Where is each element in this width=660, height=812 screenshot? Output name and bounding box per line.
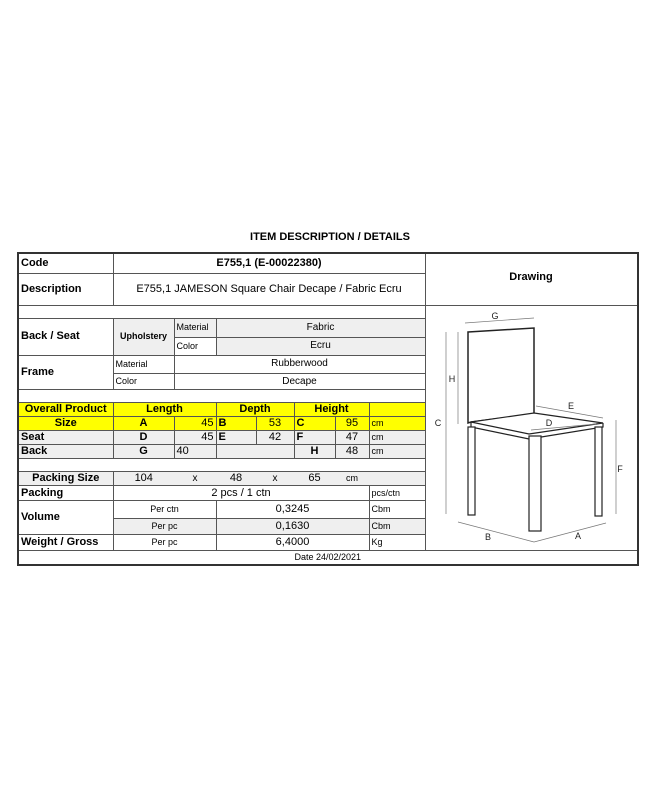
unit: Cbm <box>368 500 426 519</box>
times-sign: x <box>174 471 216 487</box>
dim-a: A <box>574 531 580 541</box>
length-header: Length <box>112 402 217 418</box>
volume-per-ctn: 0,3245 <box>215 500 370 519</box>
size-label: Size <box>17 416 114 432</box>
dim-key: H <box>293 444 336 460</box>
packing-value: 2 pcs / 1 ctn <box>112 485 370 502</box>
per-pc-label: Per pc <box>112 517 217 535</box>
dim-key: D <box>112 430 175 446</box>
upholstery-color: Ecru <box>215 336 426 356</box>
description-value: E755,1 JAMESON Square Chair Decape / Fab… <box>112 272 426 306</box>
seat-label: Seat <box>17 430 114 446</box>
packing-unit: pcs/ctn <box>368 485 426 502</box>
dim-e: E <box>567 401 573 411</box>
empty-cell <box>369 471 426 487</box>
code-value: E755,1 (E-00022380) <box>112 252 426 274</box>
date: Date 24/02/2021 <box>17 549 638 566</box>
seat-height: 47 <box>334 430 370 446</box>
packing-width: 48 <box>216 471 256 487</box>
dim-f: F <box>617 464 623 474</box>
per-ctn-label: Per ctn <box>112 500 217 519</box>
unit: Kg <box>368 533 426 551</box>
height-header: Height <box>293 402 370 418</box>
seat-length: 45 <box>173 430 217 446</box>
times-sign: x <box>256 471 294 487</box>
dim-b: B <box>484 532 490 542</box>
frame-label: Frame <box>17 354 114 391</box>
dim-key: C <box>293 416 336 432</box>
dim-h: H <box>448 374 455 384</box>
packing-height: 65 <box>294 471 335 487</box>
code-label: Code <box>17 252 114 274</box>
spacer-row <box>17 458 426 473</box>
dim-g: G <box>491 311 498 321</box>
chair-diagram: G H C E D F B A <box>434 311 623 542</box>
frame-material: Rubberwood <box>173 354 426 375</box>
seat-depth: 42 <box>255 430 295 446</box>
dim-key: A <box>112 416 175 432</box>
overall-size-label: Overall Product <box>17 402 114 418</box>
item-details-table: Code E755,1 (E-00022380) Drawing Descrip… <box>17 252 639 566</box>
dim-key: E <box>215 430 257 446</box>
frame-material-label: Material <box>112 354 175 375</box>
dim-key: B <box>215 416 257 432</box>
dim-d: D <box>545 418 552 428</box>
overall-length: 45 <box>173 416 217 432</box>
frame-color: Decape <box>173 373 426 391</box>
upholstery-color-label: Color <box>173 336 217 356</box>
packing-size-label: Packing Size <box>17 471 114 487</box>
spacer-row <box>17 304 426 319</box>
unit: cm <box>368 416 426 432</box>
unit: cm <box>368 430 426 446</box>
packing-label: Packing <box>17 485 114 502</box>
dim-c: C <box>434 418 441 428</box>
empty-cell <box>215 444 295 460</box>
document-title: ITEM DESCRIPTION / DETAILS <box>250 231 410 243</box>
description-label: Description <box>17 272 114 306</box>
dim-key: F <box>293 430 336 446</box>
overall-height: 95 <box>334 416 370 432</box>
back-label: Back <box>17 444 114 460</box>
volume-per-pc: 0,1630 <box>215 517 370 535</box>
upholstery-material: Fabric <box>215 317 426 338</box>
unit-header <box>368 402 426 418</box>
back-length: 40 <box>173 444 217 460</box>
back-height: 48 <box>334 444 370 460</box>
spacer-row <box>17 389 426 404</box>
chair-drawing: G H C E D F B A <box>424 304 638 551</box>
overall-depth: 53 <box>255 416 295 432</box>
back-seat-label: Back / Seat <box>17 317 114 356</box>
depth-header: Depth <box>215 402 295 418</box>
weight-label: Weight / Gross <box>17 533 114 551</box>
upholstery-material-label: Material <box>173 317 217 338</box>
weight-value: 6,4000 <box>215 533 370 551</box>
packing-length: 104 <box>113 471 174 487</box>
unit: Cbm <box>368 517 426 535</box>
upholstery-label: Upholstery <box>112 317 175 356</box>
volume-label: Volume <box>17 500 114 535</box>
unit: cm <box>368 444 426 460</box>
drawing-label: Drawing <box>424 252 638 306</box>
unit: cm <box>335 471 369 487</box>
per-pc-label: Per pc <box>112 533 217 551</box>
frame-color-label: Color <box>112 373 175 391</box>
dim-key: G <box>112 444 175 460</box>
